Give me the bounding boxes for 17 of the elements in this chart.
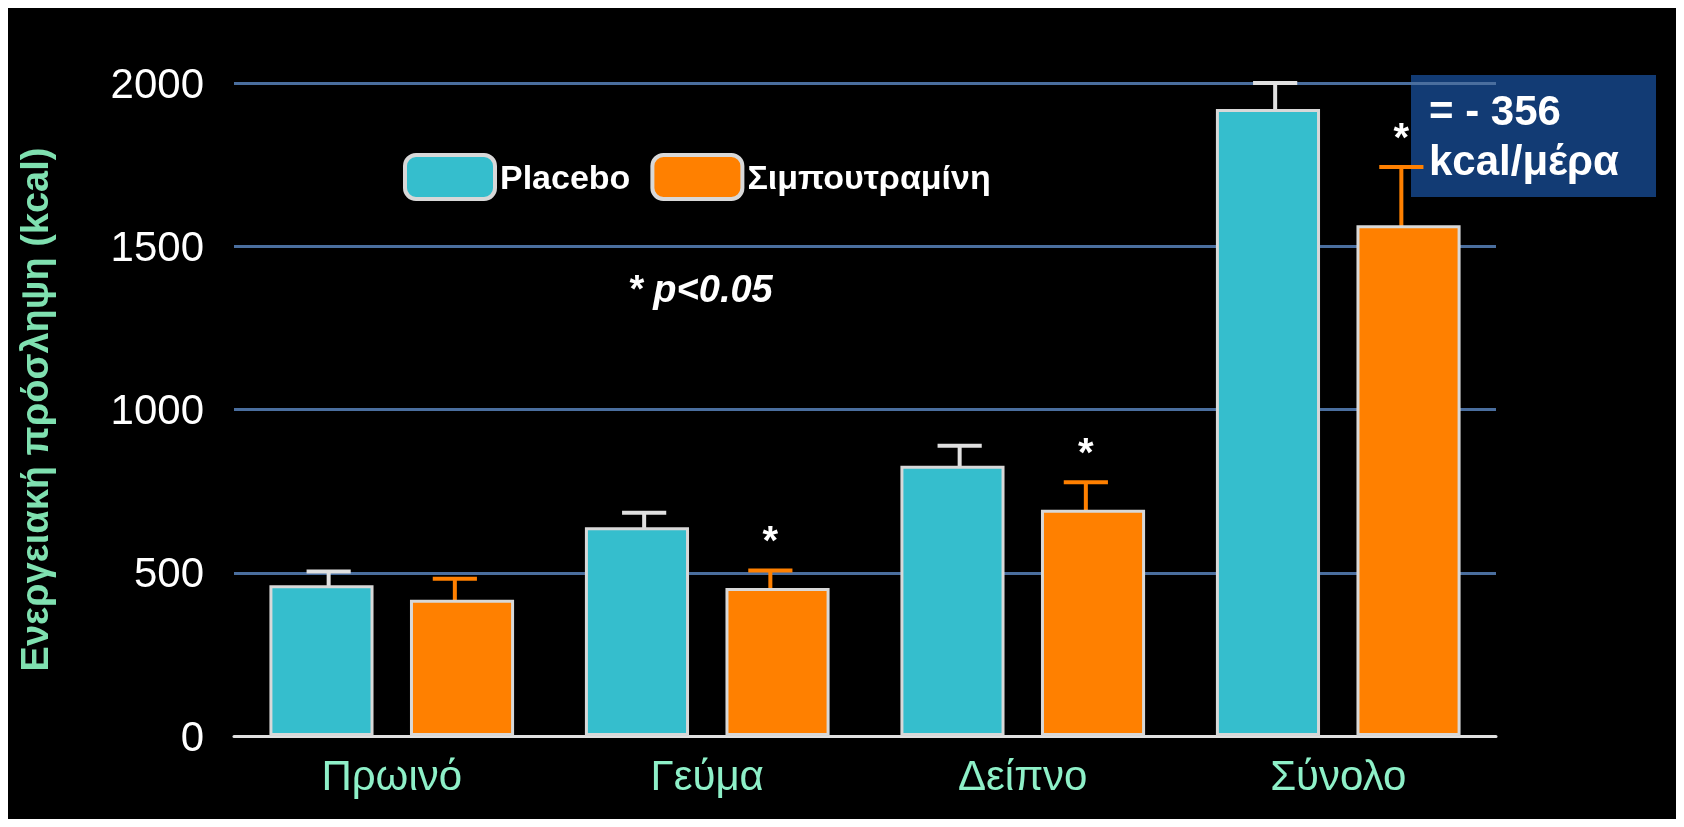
y-tick-label: 2000 bbox=[110, 59, 204, 107]
y-axis-title: Ενεργειακή πρόσληψη (kcal) bbox=[14, 147, 56, 672]
x-tick-label: Σύνολο bbox=[1270, 751, 1407, 799]
annotation: = - 356 kcal/μέρα bbox=[1429, 86, 1620, 184]
legend-label: Placebo bbox=[500, 158, 631, 196]
annotation: * p<0.05 bbox=[628, 268, 774, 310]
data-label: * bbox=[1078, 430, 1095, 475]
y-tick-label: 0 bbox=[180, 712, 204, 760]
legend-label: Σιμπουτραμίνη bbox=[747, 158, 991, 196]
y-tick-label: 500 bbox=[133, 549, 204, 597]
x-tick-label: Γεύμα bbox=[650, 751, 764, 799]
data-label: * bbox=[1393, 114, 1410, 159]
x-tick-label: Πρωινό bbox=[321, 751, 463, 799]
x-tick-label: Δείπνο bbox=[958, 751, 1088, 799]
y-tick-label: 1500 bbox=[110, 222, 204, 270]
data-label: * bbox=[762, 518, 779, 563]
y-tick-label: 1000 bbox=[110, 386, 204, 433]
